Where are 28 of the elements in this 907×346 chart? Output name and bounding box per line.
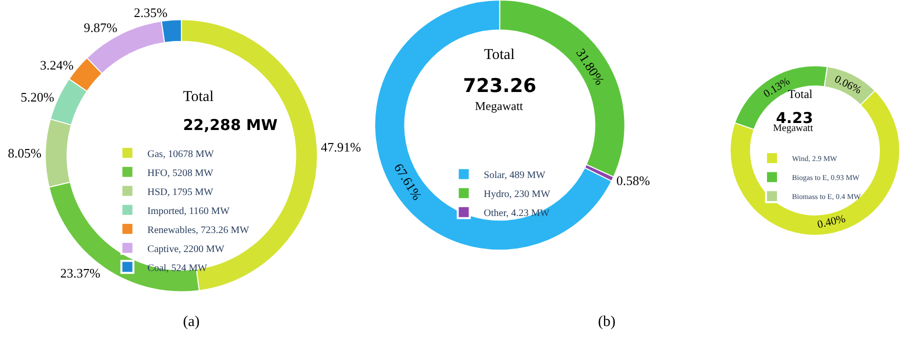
text: 723.26 [463, 75, 536, 97]
data-label: 23.37% [60, 265, 100, 280]
legend-label: HSD, 1795 MW [147, 186, 214, 198]
legend-label: Solar, 489 MW [484, 170, 546, 182]
text: Total [183, 89, 214, 105]
text: (a) [183, 314, 200, 330]
legend-label: Gas, 10678 MW [147, 148, 214, 160]
legend-label: HFO, 5208 MW [147, 168, 214, 179]
legend-label: Captive, 2200 MW [147, 244, 225, 255]
data-label: 5.20% [20, 89, 54, 104]
data-label: 8.05% [8, 146, 42, 161]
data-label: 2.35% [134, 5, 168, 20]
legend-label: Other, 4.23 MW [484, 208, 550, 220]
text: Total [484, 47, 515, 63]
text: Megawatt [773, 123, 814, 134]
data-label: 0.58% [616, 172, 650, 188]
text: (b) [598, 314, 616, 330]
data-label: 3.24% [40, 57, 74, 72]
legend-label: Hydro, 230 MW [484, 189, 551, 200]
data-label: 0.40% [816, 212, 847, 232]
data-label: 9.87% [84, 20, 118, 36]
data-label: 47.91% [320, 139, 362, 154]
text: Total [788, 87, 814, 101]
legend-label: Imported, 1160 MW [147, 206, 230, 217]
text: Megawatt [475, 99, 524, 113]
legend-label: Renewables, 723.26 MW [147, 224, 250, 236]
text: 22,288 MW [183, 116, 278, 134]
data-label: 0.06% [832, 73, 864, 97]
